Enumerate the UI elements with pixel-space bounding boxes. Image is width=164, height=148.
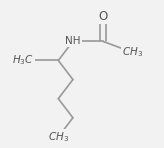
Text: $CH_3$: $CH_3$ (48, 130, 69, 144)
Text: NH: NH (65, 36, 81, 46)
Text: O: O (98, 10, 108, 23)
Text: $H_3C$: $H_3C$ (12, 54, 34, 67)
Text: $CH_3$: $CH_3$ (123, 46, 144, 59)
